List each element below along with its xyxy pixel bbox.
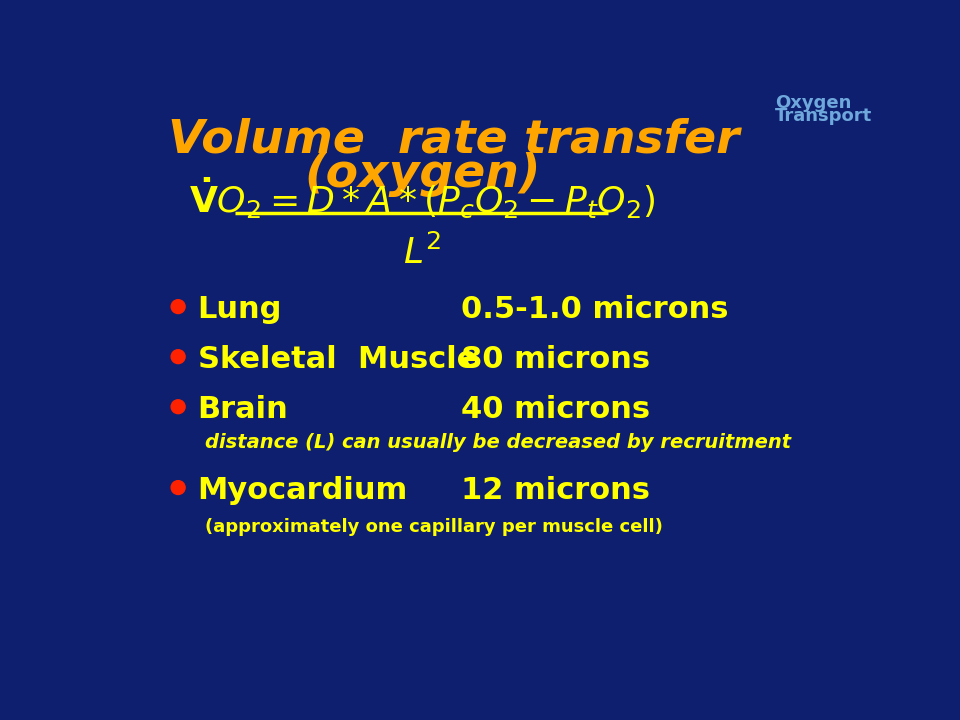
Text: Lung: Lung [198,295,282,324]
Text: Transport: Transport [775,107,872,125]
Text: 12 microns: 12 microns [461,476,650,505]
Text: Volume  rate transfer: Volume rate transfer [168,117,739,162]
Text: Brain: Brain [198,395,288,424]
Text: $\mathdefault{\dot{V}}O_2 = D * A * (P_cO_2 - P_tO_2)$: $\mathdefault{\dot{V}}O_2 = D * A * (P_c… [189,176,656,220]
Text: 0.5-1.0 microns: 0.5-1.0 microns [461,295,729,324]
Text: 80 microns: 80 microns [461,346,650,374]
Text: distance (L) can usually be decreased by recruitment: distance (L) can usually be decreased by… [205,433,791,451]
Text: Skeletal  Muscle: Skeletal Muscle [198,346,477,374]
Circle shape [171,300,185,313]
Circle shape [171,350,185,364]
Circle shape [171,400,185,414]
Text: (oxygen): (oxygen) [304,152,540,197]
Text: Myocardium: Myocardium [198,476,408,505]
Text: (approximately one capillary per muscle cell): (approximately one capillary per muscle … [205,518,663,536]
Text: Oxygen: Oxygen [775,94,852,112]
Text: $L^2$: $L^2$ [403,235,442,271]
Text: 40 microns: 40 microns [461,395,650,424]
Circle shape [171,481,185,495]
